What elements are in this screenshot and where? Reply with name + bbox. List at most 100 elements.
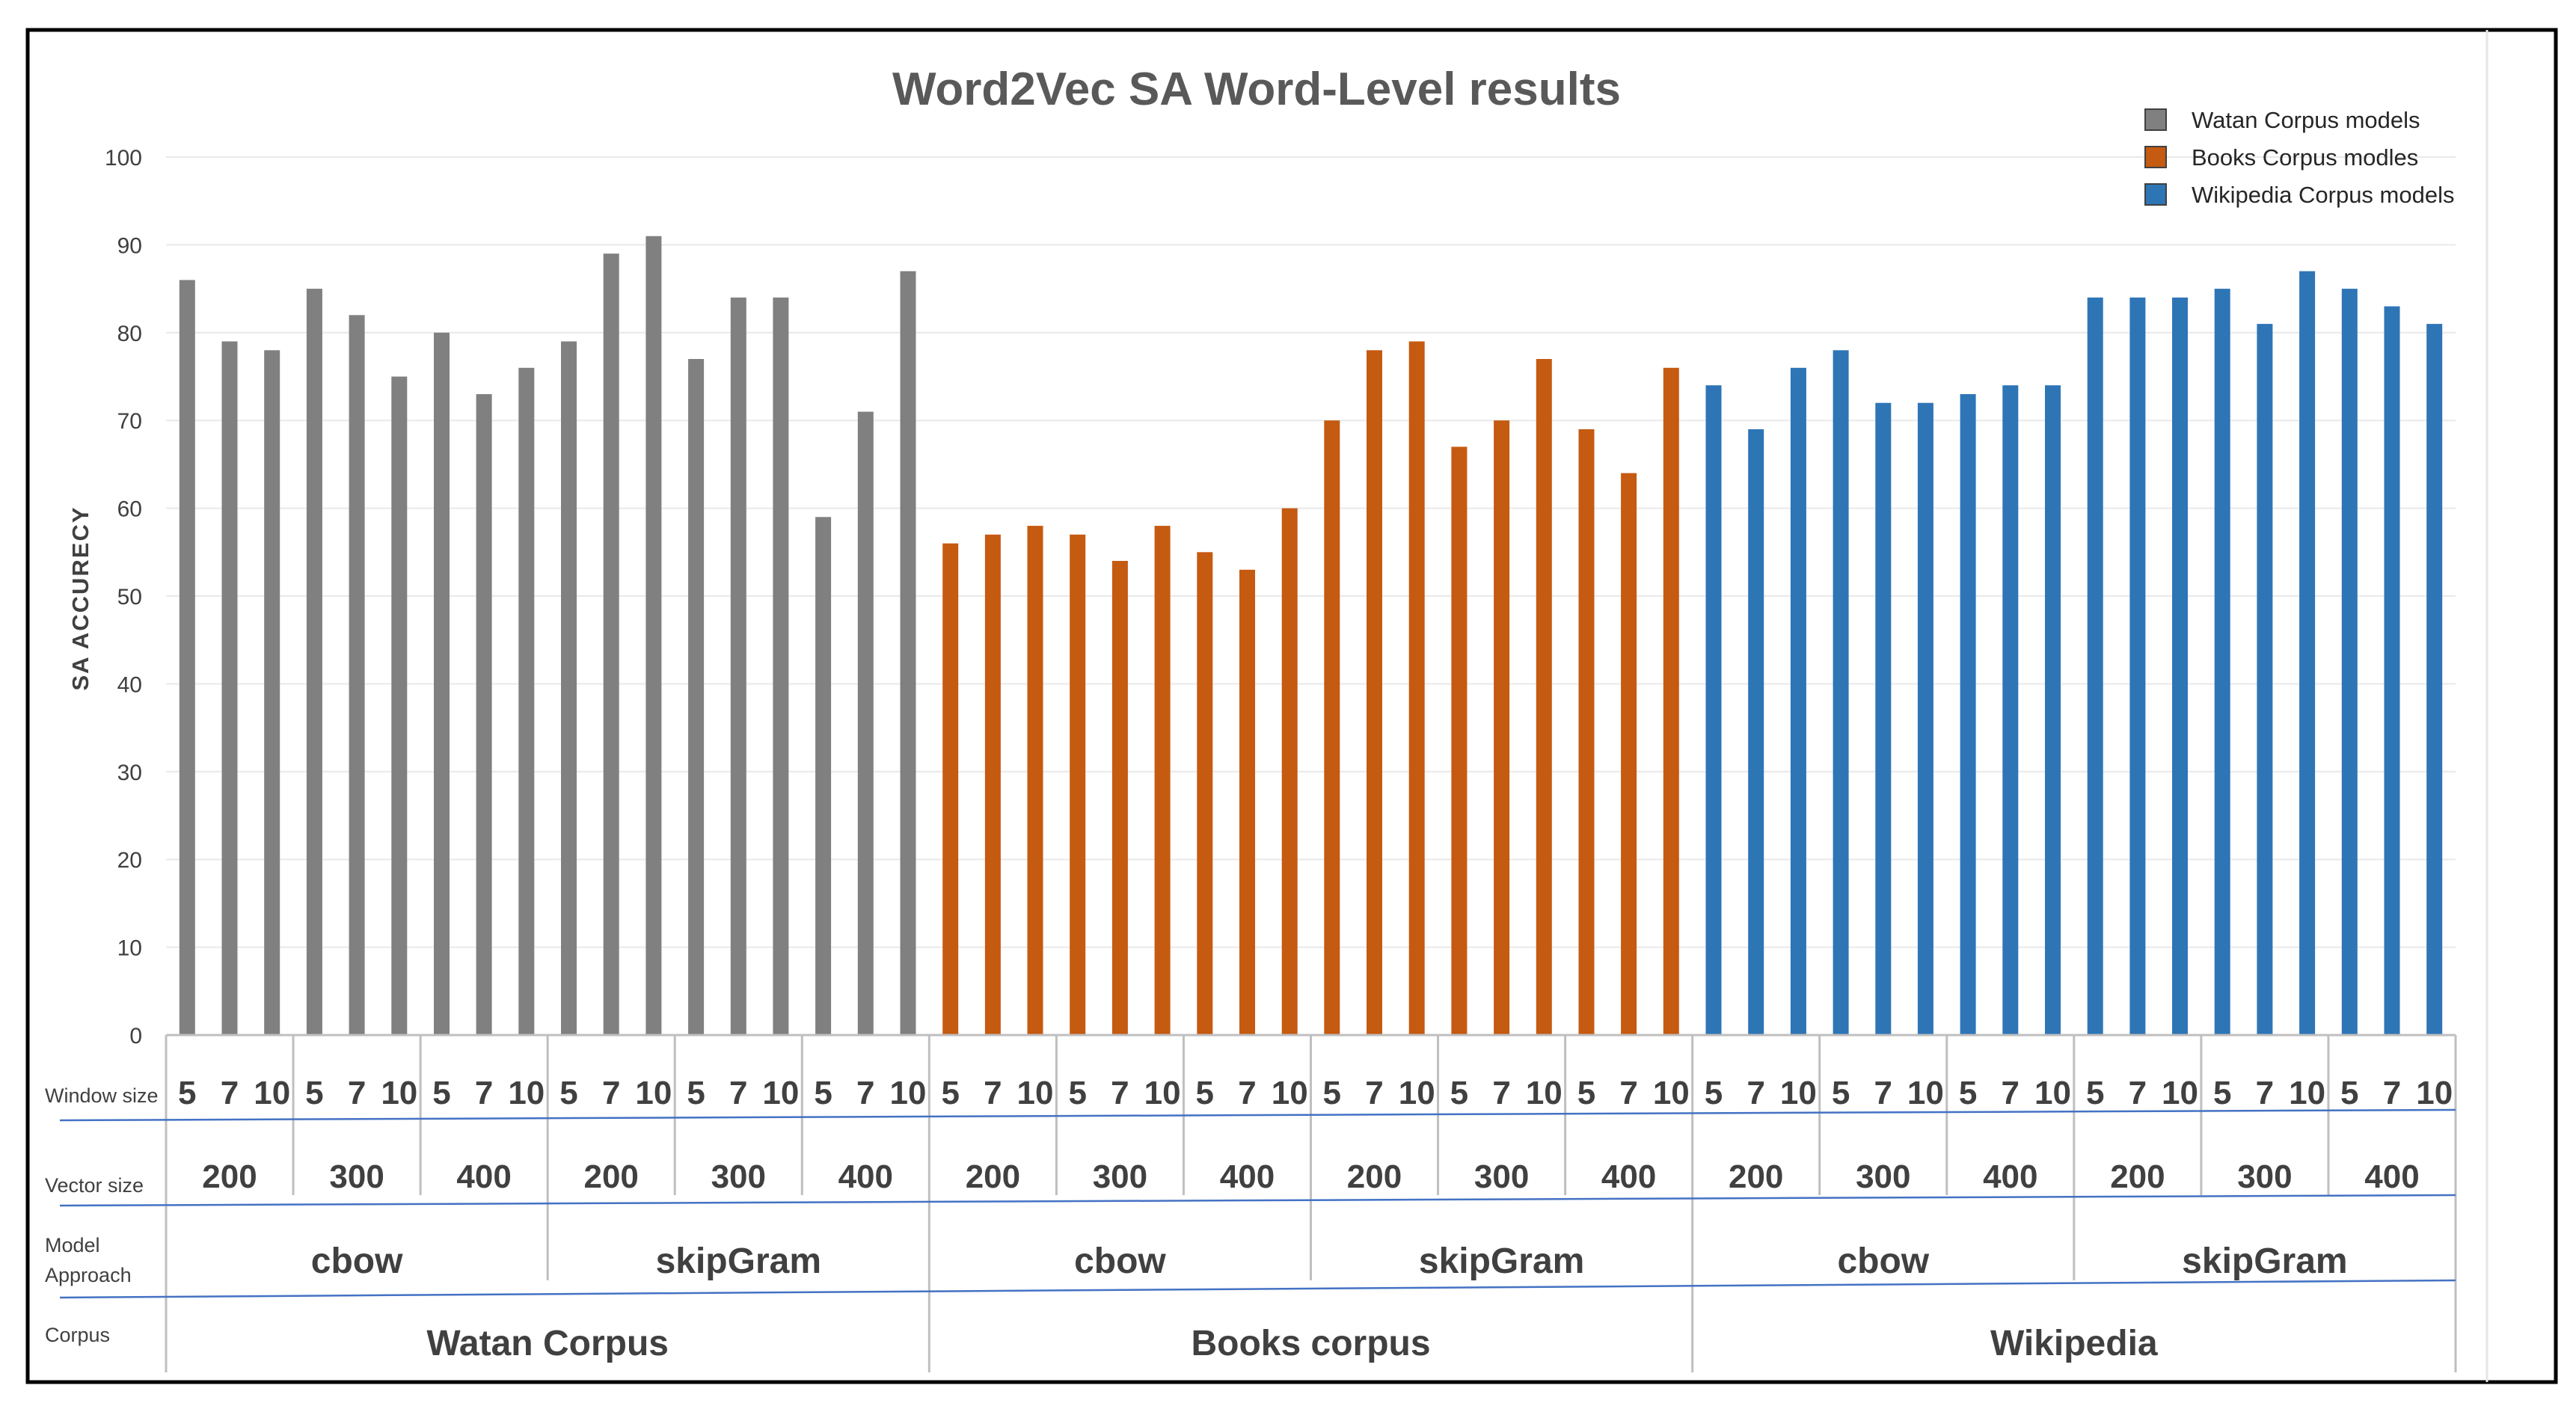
- bar: [1239, 569, 1255, 1035]
- model-approach-label: skipGram: [1419, 1241, 1584, 1281]
- window-size-label: 7: [475, 1075, 493, 1111]
- window-size-label: 5: [687, 1075, 705, 1111]
- window-size-label: 10: [1653, 1075, 1690, 1111]
- chart-title: Word2Vec SA Word-Level results: [892, 64, 1621, 115]
- bar: [1960, 394, 1976, 1035]
- bar: [2426, 324, 2443, 1036]
- window-size-label: 10: [254, 1075, 290, 1111]
- model-approach-label: skipGram: [2182, 1241, 2347, 1281]
- bar: [1070, 534, 1086, 1035]
- window-size-label: 10: [1144, 1075, 1181, 1111]
- y-tick-label: 10: [117, 936, 142, 961]
- bar: [1536, 359, 1552, 1035]
- window-size-label: 7: [1238, 1075, 1256, 1111]
- row-divider: [59, 1279, 2456, 1299]
- bar: [1578, 429, 1595, 1035]
- window-size-label: 5: [2086, 1075, 2104, 1111]
- chart-frame: [25, 28, 2558, 1384]
- corpus-label: Watan Corpus: [426, 1324, 669, 1363]
- vector-size-label: 400: [2364, 1158, 2419, 1195]
- bar: [2172, 297, 2188, 1035]
- y-tick-label: 30: [117, 761, 142, 785]
- bar: [1027, 526, 1043, 1035]
- bar: [645, 236, 662, 1036]
- bar: [2257, 324, 2273, 1036]
- window-size-label: 7: [602, 1075, 620, 1111]
- window-size-label: 5: [2213, 1075, 2231, 1111]
- y-tick-label: 70: [117, 409, 142, 434]
- window-size-label: 5: [432, 1075, 450, 1111]
- bar: [1663, 367, 1679, 1035]
- window-size-label: 10: [2416, 1075, 2453, 1111]
- window-size-label: 7: [2129, 1075, 2147, 1111]
- bar: [1281, 508, 1298, 1035]
- bar: [264, 350, 280, 1035]
- bar: [1111, 561, 1128, 1035]
- vector-size-label: 300: [1474, 1158, 1529, 1195]
- bar: [688, 359, 705, 1035]
- bar: [349, 315, 365, 1035]
- vector-size-label: 200: [1347, 1158, 1402, 1195]
- window-size-label: 10: [2289, 1075, 2325, 1111]
- bar: [1408, 341, 1425, 1035]
- window-size-label: 10: [2034, 1075, 2071, 1111]
- row-label: Window size: [45, 1084, 159, 1107]
- window-size-label: 5: [2340, 1075, 2358, 1111]
- bar: [434, 332, 450, 1035]
- bar: [2129, 297, 2146, 1035]
- bar: [2384, 306, 2400, 1036]
- window-size-label: 10: [1526, 1075, 1563, 1111]
- window-size-label: 7: [1111, 1075, 1129, 1111]
- window-size-label: 7: [2256, 1075, 2274, 1111]
- window-size-label: 7: [221, 1075, 239, 1111]
- window-size-label: 10: [2162, 1075, 2198, 1111]
- window-size-label: 5: [941, 1075, 959, 1111]
- window-size-label: 10: [1907, 1075, 1944, 1111]
- bar: [1451, 446, 1468, 1035]
- window-size-label: 5: [1068, 1075, 1086, 1111]
- bar: [773, 297, 789, 1035]
- vector-size-label: 200: [2110, 1158, 2165, 1195]
- window-size-label: 5: [305, 1075, 323, 1111]
- bar: [1494, 420, 1510, 1035]
- bar: [391, 376, 408, 1035]
- bar: [815, 517, 832, 1035]
- bar: [476, 394, 492, 1035]
- window-size-label: 7: [1492, 1075, 1510, 1111]
- bar: [179, 280, 195, 1035]
- window-size-label: 5: [1705, 1075, 1723, 1111]
- window-size-label: 10: [1780, 1075, 1817, 1111]
- bar: [603, 254, 619, 1036]
- bar: [1917, 402, 1933, 1035]
- row-label: Corpus: [45, 1324, 110, 1346]
- vector-size-label: 400: [456, 1158, 511, 1195]
- vector-size-label: 400: [1601, 1158, 1656, 1195]
- bar: [1197, 552, 1213, 1035]
- model-approach-label: skipGram: [656, 1241, 821, 1281]
- bar: [730, 297, 746, 1035]
- bar: [306, 289, 322, 1036]
- vector-size-label: 300: [329, 1158, 384, 1195]
- vector-size-label: 400: [1220, 1158, 1275, 1195]
- corpus-label: Wikipedia: [1990, 1324, 2158, 1363]
- model-approach-label: cbow: [1074, 1241, 1166, 1281]
- y-tick-label: 40: [117, 672, 142, 697]
- legend-swatch: [2144, 183, 2167, 206]
- window-size-label: 7: [348, 1075, 366, 1111]
- window-size-label: 5: [1577, 1075, 1595, 1111]
- bar: [1833, 350, 1849, 1035]
- window-size-label: 10: [381, 1075, 417, 1111]
- bar: [857, 411, 874, 1035]
- bar: [1367, 350, 1382, 1035]
- y-tick-label: 60: [117, 497, 142, 522]
- vector-size-label: 300: [711, 1158, 766, 1195]
- y-tick-label: 100: [105, 146, 142, 171]
- vector-size-label: 300: [1856, 1158, 1910, 1195]
- bar: [900, 271, 916, 1036]
- window-size-label: 10: [1017, 1075, 1054, 1111]
- y-tick-label: 50: [117, 585, 142, 610]
- window-size-label: 7: [1874, 1075, 1892, 1111]
- bar: [1748, 429, 1764, 1035]
- bar: [1705, 385, 1722, 1035]
